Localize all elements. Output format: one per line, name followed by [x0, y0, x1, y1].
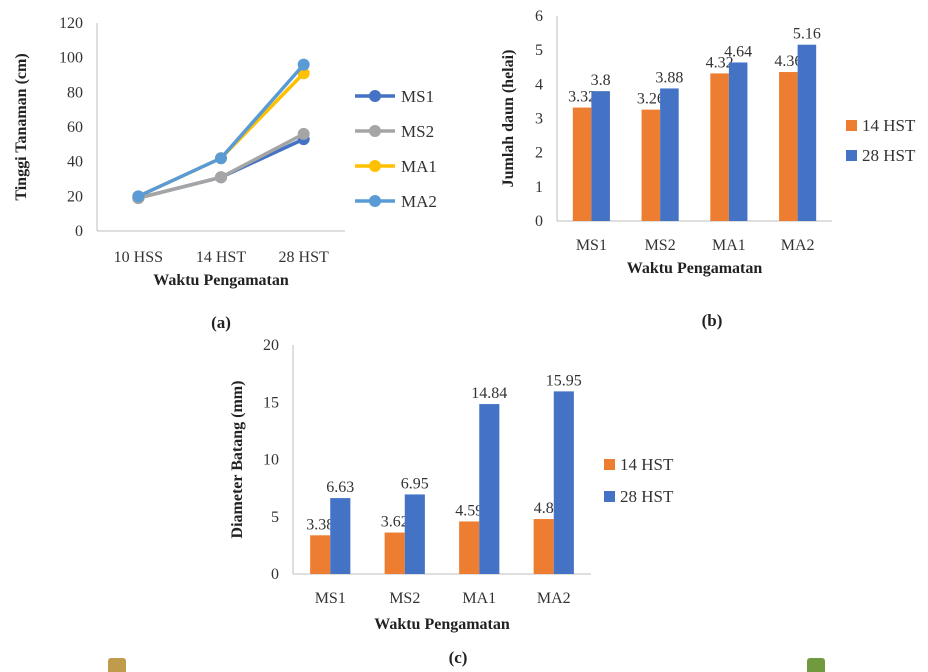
y-tick-label: 0: [75, 223, 83, 240]
legend-label: MA1: [401, 157, 437, 176]
data-label: 4.8: [534, 500, 554, 517]
y-tick-label: 60: [67, 119, 83, 136]
data-label: 3.26: [637, 91, 665, 108]
y-tick-label: 40: [67, 154, 83, 171]
y-tick-label: 2: [535, 145, 543, 162]
data-label: 3.32: [568, 89, 596, 106]
chart-panel-a: 0 20 40 60 80 100 120 10 HSS 14 HST 28 HST Waktu P…: [13, 15, 437, 332]
bar-28-hst: [553, 391, 574, 574]
y-tick-label: 0: [535, 213, 543, 230]
y-tick-label: 20: [67, 188, 83, 205]
data-label: 14.84: [471, 385, 507, 402]
y-axis-title: Tinggi Tanaman (cm): [13, 53, 30, 200]
panel-label: (a): [211, 313, 231, 332]
data-label: 5.16: [793, 26, 821, 43]
legend-marker: [369, 160, 381, 172]
panel-label: (c): [449, 648, 468, 667]
x-tick-label: MS2: [645, 237, 676, 254]
series-line-ms2: [137, 132, 305, 200]
panel-label: (b): [702, 311, 723, 330]
x-tick-label: MA1: [462, 590, 496, 607]
y-tick-label: 10: [263, 452, 279, 469]
legend-marker: [369, 90, 381, 102]
y-tick-label: 0: [271, 566, 279, 583]
y-tick-label: 6: [535, 8, 543, 25]
bar-14-hst: [641, 109, 661, 221]
bar-28-hst: [479, 404, 500, 574]
y-axis-title: Diameter Batang (mm): [229, 381, 246, 539]
bar-28-hst: [330, 498, 351, 574]
legend-label: 14 HST: [862, 116, 916, 135]
y-tick-label: 5: [271, 509, 279, 526]
y-tick-label: 5: [535, 42, 543, 59]
x-axis-title: Waktu Pengamatan: [374, 616, 510, 633]
data-point-ma2: [297, 58, 310, 71]
y-tick-label: 3: [535, 111, 543, 128]
data-label: 6.95: [401, 475, 429, 492]
legend-label: 14 HST: [620, 455, 674, 474]
y-tick-label: 100: [59, 50, 83, 67]
data-label: 3.38: [306, 516, 334, 533]
data-label: 4.59: [455, 502, 483, 519]
legend-label: MA2: [401, 192, 437, 211]
bar-28-hst: [591, 91, 610, 222]
data-point-ms2: [215, 171, 227, 184]
data-label: 3.62: [381, 514, 409, 531]
bar-28-hst: [404, 494, 425, 574]
y-tick-label: 15: [263, 394, 279, 411]
data-label: 4.64: [724, 43, 752, 60]
x-tick-label: MS1: [315, 590, 346, 607]
decorative-marker-right: [807, 658, 825, 672]
x-tick-label: MA1: [712, 237, 746, 254]
legend-label: MS2: [401, 122, 434, 141]
x-tick-label: MS2: [389, 590, 420, 607]
data-label: 15.95: [546, 372, 582, 389]
chart-panel-c: 0 5 10 15 20 MS1 MS2 MA1 MA2 Waktu Pengamatan Diam…: [229, 337, 674, 667]
data-point-ms2: [297, 127, 310, 140]
legend-label: MS1: [401, 87, 434, 106]
x-tick-label: 10 HSS: [114, 249, 163, 266]
y-tick-label: 4: [535, 76, 543, 93]
bar-14-hst: [572, 107, 592, 221]
y-tick-label: 1: [535, 179, 543, 196]
chart-panel-b: 0 1 2 3 4 5 6 MS1 MS2 MA1 MA2 Waktu Pengamatan Jumla…: [500, 8, 916, 330]
legend-swatch: [846, 150, 857, 161]
x-tick-label: 28 HST: [279, 249, 329, 266]
bar-14-hst: [710, 73, 729, 222]
data-label: 4.32: [706, 54, 734, 71]
legend-marker: [369, 195, 381, 207]
bar-28-hst: [797, 44, 817, 222]
bar-14-hst: [310, 535, 331, 574]
bar-28-hst: [728, 62, 748, 221]
bar-14-hst: [384, 532, 405, 574]
x-tick-label: MS1: [576, 237, 607, 254]
legend-swatch: [604, 491, 615, 502]
bar-14-hst: [779, 72, 798, 222]
data-point-ma2: [215, 152, 227, 165]
legend-label: 28 HST: [862, 146, 916, 165]
y-axis-title: Jumlah daun (helai): [500, 50, 517, 188]
bar-14-hst: [533, 519, 554, 574]
x-axis-title: Waktu Pengamatan: [627, 260, 763, 277]
x-tick-label: 14 HST: [196, 249, 246, 266]
data-label: 4.36: [774, 53, 802, 70]
data-label: 6.63: [326, 479, 354, 496]
legend-label: 28 HST: [620, 487, 674, 506]
decorative-marker-left: [108, 658, 126, 672]
legend-swatch: [604, 459, 615, 470]
legend-marker: [369, 125, 381, 137]
x-axis-title: Waktu Pengamatan: [153, 272, 289, 289]
data-label: 3.88: [655, 69, 683, 86]
bar-28-hst: [660, 88, 679, 221]
data-point-ma2: [132, 190, 145, 203]
x-tick-label: MA2: [781, 237, 815, 254]
data-label: 3.8: [591, 72, 611, 89]
y-tick-label: 80: [67, 84, 83, 101]
legend-swatch: [846, 120, 857, 131]
y-tick-label: 120: [59, 15, 83, 32]
x-tick-label: MA2: [537, 590, 571, 607]
y-tick-label: 20: [263, 337, 279, 354]
bar-14-hst: [459, 521, 480, 574]
